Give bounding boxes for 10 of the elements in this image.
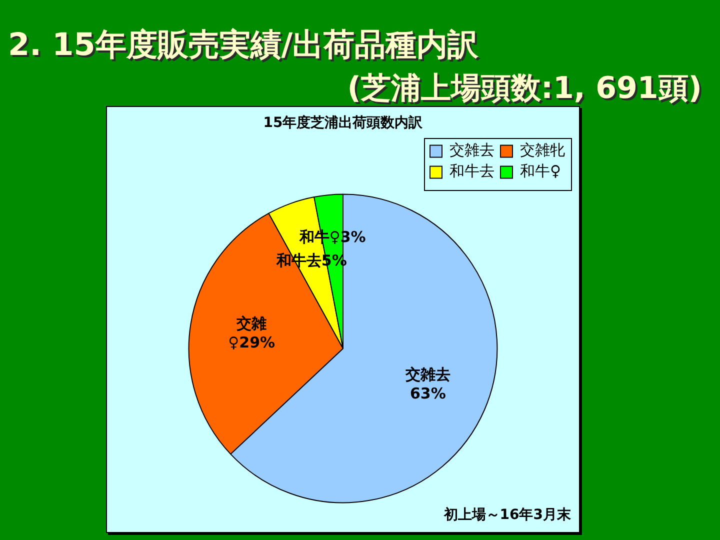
legend-label: 和牛去 xyxy=(450,162,494,180)
data-label: 交雑 ♀29% xyxy=(228,314,276,352)
legend-label: 交雑去 xyxy=(450,141,494,160)
legend-label: 交雑牝 xyxy=(520,141,565,160)
data-label: 交雑去 63% xyxy=(404,366,450,403)
legend-label: 和牛♀ xyxy=(520,162,561,180)
chart-title: 2. 15年度販売実績/出荷品種内訳 xyxy=(8,26,479,64)
text: 15年度芝浦出荷頭数内訳 xyxy=(263,114,424,132)
chart-subtitle: (芝浦上場頭数:1, 691頭) xyxy=(347,70,702,108)
text: 初上場～16年3月末 xyxy=(442,506,572,524)
